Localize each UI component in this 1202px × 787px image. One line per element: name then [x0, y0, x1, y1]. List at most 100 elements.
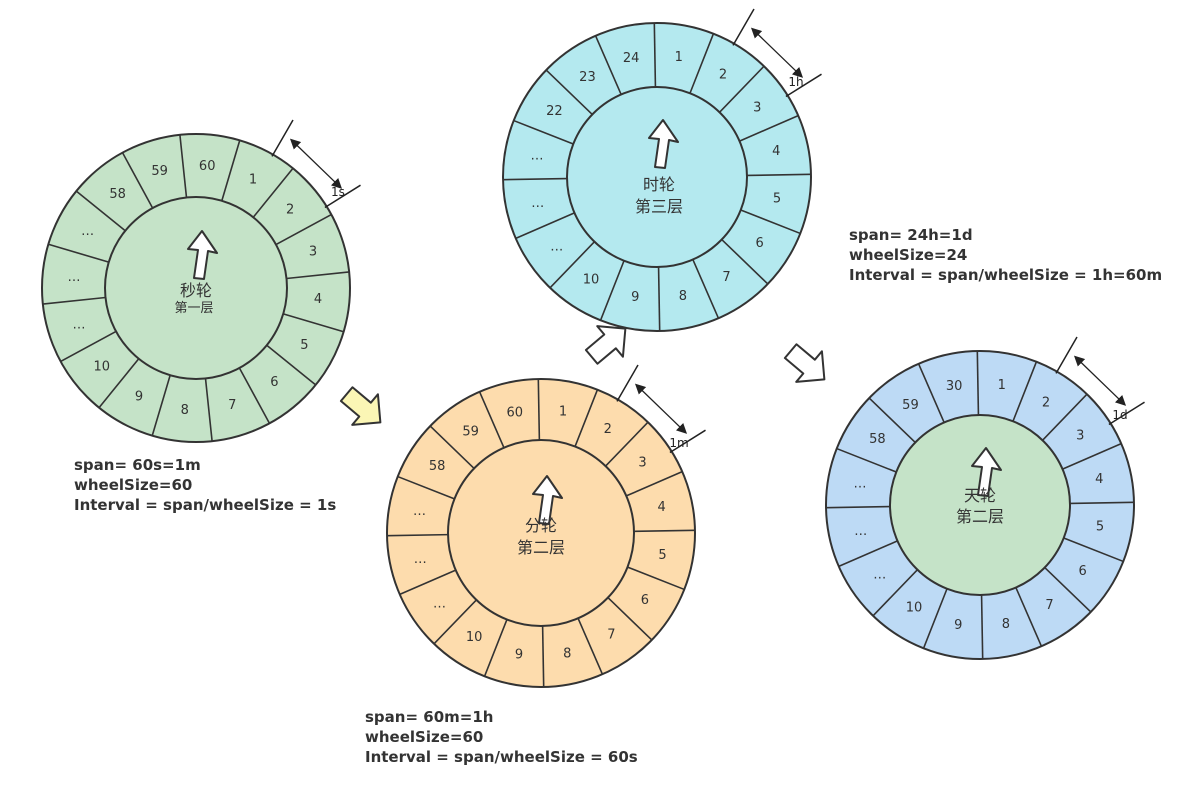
seconds-slot-label: 59 [151, 164, 168, 179]
hours-slot-label: 22 [546, 104, 563, 119]
hours-slot-label: 3 [753, 100, 761, 115]
minutes-slot-label: 7 [607, 627, 615, 642]
days-slot-divider [838, 540, 898, 568]
seconds-inner-hub [104, 196, 288, 380]
minutes-slot-divider [627, 566, 685, 591]
seconds-slot-label: 60 [199, 159, 216, 174]
seconds-slot-divider [286, 271, 350, 280]
seconds-slot-label: … [73, 317, 86, 332]
hours-info: span= 24h=1d wheelSize=24 Interval = spa… [849, 225, 1162, 285]
minutes-tick-indicator [616, 364, 706, 454]
seconds-wheelsize: wheelSize=60 [74, 476, 193, 494]
minutes-to-hours-arrow [584, 325, 627, 365]
pointer-arrow-icon [648, 119, 679, 169]
hours-slot-label: 6 [755, 236, 763, 251]
hours-slot-label: 10 [583, 273, 600, 288]
seconds-wheel: 60 1 2 3 4 5 6 7 8 9 10 … … … 58 59 秒轮 第一层 1s [41, 119, 361, 443]
hours-tick-indicator [732, 8, 822, 98]
hours-slot-label: … [550, 240, 563, 255]
seconds-slot-divider [48, 243, 109, 263]
seconds-slot-label: 5 [300, 338, 308, 353]
days-slot-divider [868, 397, 916, 444]
days-slot-divider [917, 363, 945, 423]
minutes-slot-divider [541, 625, 545, 687]
hours-slot-label: 1 [675, 50, 683, 65]
days-wheel-title: 天轮 [964, 486, 996, 505]
hours-slot-divider [721, 238, 769, 285]
days-slot-divider [1044, 566, 1092, 613]
hours-wheelsize: wheelSize=24 [849, 246, 968, 264]
seconds-slot-divider [283, 313, 344, 333]
days-slot-divider [1069, 501, 1134, 505]
seconds-slot-label: 58 [109, 187, 126, 202]
minutes-slot-label: 58 [429, 459, 446, 474]
seconds-slot-label: 6 [270, 375, 278, 390]
hours-slot-divider [740, 209, 801, 235]
days-slot-divider [1015, 587, 1043, 647]
hours-slot-divider [503, 177, 568, 181]
pointer-arrow-icon [532, 475, 563, 525]
minutes-slot-divider [574, 389, 599, 447]
minutes-slot-label: 10 [466, 630, 483, 645]
days-slot-divider [1012, 361, 1038, 422]
hours-slot-divider [653, 23, 657, 88]
hours-slot-label: 7 [722, 270, 730, 285]
seconds-slot-divider [151, 375, 171, 436]
minutes-info: span= 60m=1h wheelSize=60 Interval = spa… [365, 707, 638, 767]
days-slot-label: 6 [1078, 564, 1086, 579]
minutes-slot-label: 59 [462, 425, 479, 440]
minutes-wheel-layer: 第二层 [517, 538, 565, 557]
seconds-to-minutes-arrow [339, 386, 382, 426]
minutes-slot-divider [577, 617, 604, 675]
seconds-slot-label: 9 [135, 389, 143, 404]
minutes-wheel: 1 2 3 4 5 6 7 8 9 10 … … … 58 59 60 分轮 第二层 1m [386, 364, 706, 688]
days-slot-divider [1063, 537, 1124, 563]
minutes-slot-divider [433, 599, 477, 645]
seconds-slot-label: 4 [314, 292, 322, 307]
days-slot-label: 4 [1095, 472, 1103, 487]
minutes-inner-hub [447, 439, 635, 627]
seconds-slot-label: 10 [94, 359, 111, 374]
seconds-slot-divider [179, 134, 188, 198]
minutes-slot-label: 3 [638, 456, 646, 471]
minutes-slot-label: … [433, 596, 446, 611]
seconds-tick-label: 1s [331, 185, 345, 199]
days-slot-label: 10 [906, 601, 923, 616]
days-slot-divider [1062, 442, 1122, 470]
minutes-slot-divider [537, 379, 541, 441]
hours-wheel-title: 时轮 [643, 175, 675, 194]
seconds-interval: Interval = span/wheelSize = 1s [74, 496, 337, 514]
days-slot-label: … [873, 568, 886, 583]
minutes-slot-label: 60 [507, 405, 524, 420]
days-slot-divider [826, 505, 891, 509]
seconds-slot-label: 3 [309, 245, 317, 260]
days-slot-label: 58 [869, 432, 886, 447]
seconds-tick-indicator [271, 119, 361, 209]
days-inner-hub [889, 414, 1071, 596]
seconds-wheel-title: 秒轮 [180, 281, 212, 300]
days-slot-label: 8 [1002, 617, 1010, 632]
days-slot-label: … [854, 524, 867, 539]
days-slot-label: 59 [902, 398, 919, 413]
seconds-slot-divider [75, 190, 126, 232]
pointer-arrow-icon [187, 230, 218, 280]
minutes-wheelsize: wheelSize=60 [365, 728, 484, 746]
days-wheel: 1 2 3 4 5 6 7 8 9 10 … … … 58 59 30 天轮 第二层 1d [825, 336, 1145, 660]
hours-slot-label: … [531, 196, 544, 211]
days-slot-divider [836, 447, 897, 473]
days-tick-label: 1d [1112, 408, 1127, 422]
minutes-slot-divider [478, 391, 505, 449]
minutes-slot-divider [633, 529, 695, 533]
hours-slot-label: 9 [631, 290, 639, 305]
days-slot-label: 9 [954, 618, 962, 633]
hours-slot-divider [515, 212, 575, 240]
minutes-slot-label: 6 [641, 593, 649, 608]
minutes-slot-label: 9 [515, 648, 523, 663]
hours-slot-label: 4 [772, 144, 780, 159]
hours-slot-label: 2 [719, 67, 727, 82]
hours-slot-divider [739, 114, 799, 142]
hours-slot-label: 24 [623, 51, 640, 66]
minutes-slot-divider [399, 569, 457, 596]
